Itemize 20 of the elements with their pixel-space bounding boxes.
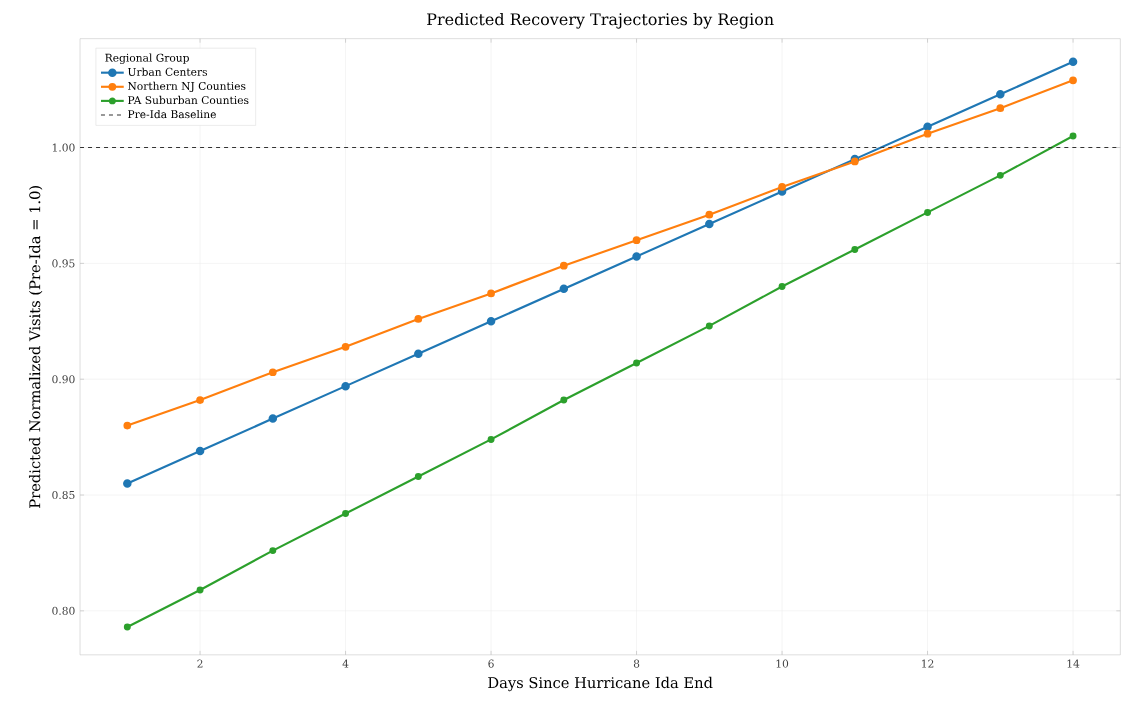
x-axis-title: Days Since Hurricane Ida End — [488, 676, 713, 692]
legend-label: PA Suburban Counties — [128, 95, 249, 104]
y-tick-label: 1.00 — [52, 143, 75, 152]
chart-title: Predicted Recovery Trajectories by Region — [427, 12, 774, 29]
x-tick-label: 10 — [776, 659, 789, 668]
legend-title: Regional Group — [105, 53, 189, 64]
x-tick-label: 8 — [633, 659, 640, 668]
legend-label: Urban Centers — [127, 67, 207, 76]
legend-label: Pre-Ida Baseline — [128, 109, 216, 119]
x-tick-label: 4 — [342, 659, 349, 668]
y-tick-label: 0.80 — [52, 606, 75, 615]
legend-label: Northern NJ Counties — [128, 81, 246, 92]
y-tick-label: 0.95 — [52, 259, 75, 268]
y-axis-title: Predicted Normalized Visits (Pre-Ida = 1.0) — [28, 185, 43, 508]
y-tick-label: 0.90 — [52, 375, 75, 384]
x-tick-label: 2 — [197, 659, 203, 668]
y-tick-label: 0.85 — [52, 490, 75, 499]
x-tick-label: 6 — [488, 659, 494, 668]
x-tick-label: 12 — [922, 659, 934, 668]
x-tick-label: 14 — [1067, 659, 1080, 668]
